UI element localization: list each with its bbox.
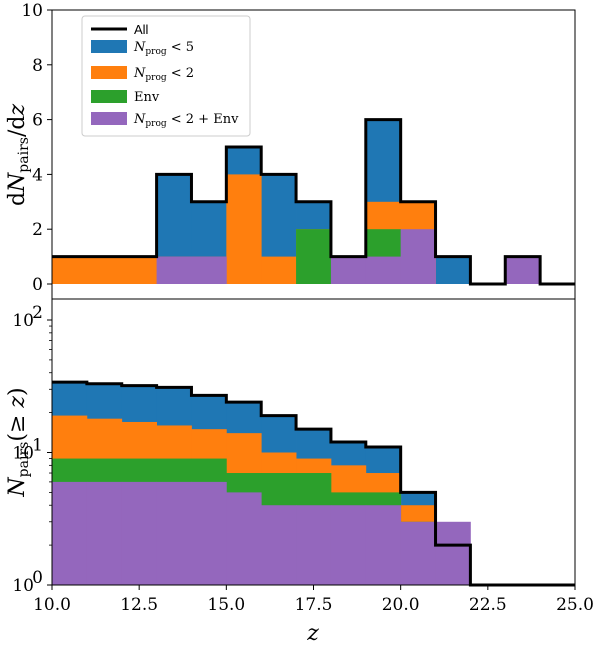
bottom-bar-n-prog-2-env-3 <box>156 481 192 585</box>
x-tick-label-2: 15.0 <box>207 595 245 615</box>
legend-label-nprog2-env: Nprog < 2 + Env <box>133 112 239 129</box>
bottom-bar-n-prog-2-env-6 <box>261 505 297 585</box>
legend-swatch-env <box>91 90 127 103</box>
top-y-tick-label-4: 8 <box>32 56 43 76</box>
top-bar-n-prog-2-5 <box>226 174 262 284</box>
bottom-bar-n-prog-2-env-11 <box>435 521 471 585</box>
top-bar-n-prog-2-env-10 <box>400 229 436 284</box>
top-y-tick-label-2: 4 <box>32 165 43 185</box>
top-y-tick-label-1: 2 <box>32 220 43 240</box>
bottom-bar-n-prog-2-env-2 <box>121 481 157 585</box>
top-y-tick-label-5: 10 <box>21 1 43 21</box>
top-y-axis-label: dNpairs/dz <box>5 104 32 207</box>
bottom-bar-n-prog-2-env-10 <box>400 521 436 585</box>
bottom-bar-n-prog-2-env-1 <box>86 481 123 585</box>
bottom-panel-bars <box>52 382 471 585</box>
legend: All Nprog < 5 Nprog < 2 Env Nprog < 2 + … <box>81 15 251 137</box>
bottom-bar-n-prog-2-env-9 <box>365 505 402 585</box>
top-panel-y-ticks: 0 2 4 6 8 10 <box>21 1 52 295</box>
legend-swatch-nprog2 <box>91 66 127 79</box>
top-bar-n-prog-2-env-9 <box>365 256 402 284</box>
top-all-step-line <box>52 118 575 286</box>
bottom-all-step-line <box>52 380 575 587</box>
top-bar-env-7 <box>296 229 332 284</box>
x-tick-label-3: 17.5 <box>295 595 333 615</box>
legend-swatch-nprog5 <box>91 40 127 53</box>
bottom-bar-n-prog-2-env-0 <box>52 481 88 585</box>
top-bar-n-prog-2-2 <box>121 256 157 284</box>
bottom-bar-n-prog-2-env-7 <box>296 505 332 585</box>
top-panel-bars <box>52 119 541 284</box>
x-tick-label-4: 20.0 <box>382 595 420 615</box>
top-bar-n-prog-2-env-4 <box>191 256 227 284</box>
top-bar-n-prog-2-1 <box>86 256 123 284</box>
x-axis-label: z <box>306 621 319 646</box>
bottom-y-tick-label-0: 10 <box>12 576 34 596</box>
top-bar-n-prog-2-6 <box>261 256 297 284</box>
top-bar-n-prog-2-env-8 <box>330 256 367 284</box>
x-axis-ticks: 10.0 12.5 15.0 17.5 20.0 22.5 25.0 <box>33 585 594 615</box>
legend-swatch-nprog2-env <box>91 112 127 125</box>
x-tick-label-0: 10.0 <box>33 595 71 615</box>
bottom-y-tick-label-1: 10 <box>12 444 34 464</box>
top-y-tick-label-3: 6 <box>32 111 43 131</box>
bottom-y-tick-exponent-0: 0 <box>32 568 43 588</box>
top-y-tick-label-0: 0 <box>32 275 43 295</box>
x-tick-label-5: 22.5 <box>469 595 507 615</box>
legend-label-env: Env <box>134 90 160 105</box>
bottom-y-axis-label: Npairs(≥ z) <box>5 387 32 497</box>
bottom-bar-n-prog-2-env-8 <box>330 505 367 585</box>
bottom-bar-n-prog-2-env-5 <box>226 492 262 585</box>
bottom-y-tick-exponent-1: 1 <box>32 436 43 456</box>
legend-label-nprog5: Nprog < 5 <box>133 40 194 57</box>
bottom-panel-all-outline <box>52 380 575 587</box>
top-bar-n-prog-2-0 <box>52 256 88 284</box>
top-bar-n-prog-2-env-3 <box>156 256 192 284</box>
legend-label-all: All <box>134 22 149 37</box>
bottom-bar-n-prog-2-env-4 <box>191 481 227 585</box>
bottom-y-tick-exponent-2: 2 <box>32 303 43 323</box>
top-bar-n-prog-5-11 <box>435 256 471 284</box>
legend-label-nprog2: Nprog < 2 <box>133 66 194 83</box>
bottom-y-tick-label-2: 10 <box>12 311 34 331</box>
top-bar-n-prog-2-env-13 <box>505 256 541 284</box>
top-panel-all-outline <box>52 118 575 286</box>
x-tick-label-1: 12.5 <box>120 595 158 615</box>
x-tick-label-6: 25.0 <box>556 595 594 615</box>
